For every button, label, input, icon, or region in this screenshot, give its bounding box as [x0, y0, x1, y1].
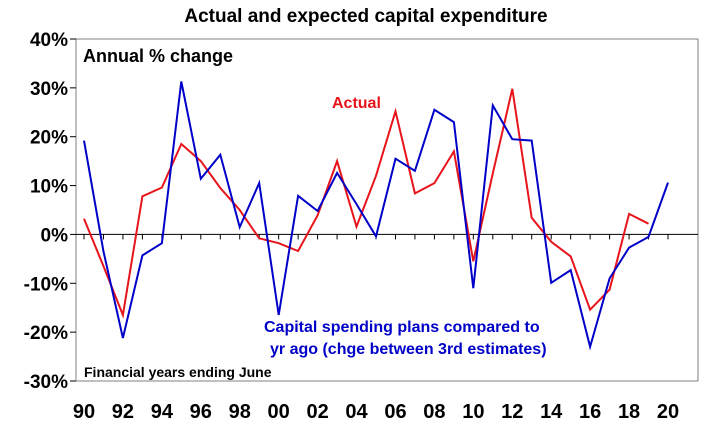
x-tick-label: 10	[462, 401, 484, 423]
x-tick-label: 06	[384, 401, 406, 423]
x-tick-label: 02	[306, 401, 328, 423]
x-tick-label: 14	[540, 401, 563, 423]
series-label-plans-line-2: yr ago (chge between 3rd estimates)	[270, 341, 547, 358]
plot-frame	[75, 38, 699, 382]
series-layer	[83, 81, 669, 351]
x-tick-label: 08	[423, 401, 445, 423]
y-tick-label: -20%	[24, 323, 68, 344]
series-line-plans	[83, 81, 669, 351]
x-axis-label: Financial years ending June	[84, 364, 272, 380]
y-tick-label: 20%	[30, 128, 68, 149]
x-tick-label: 96	[190, 401, 212, 423]
chart-title: Actual and expected capital expenditure	[184, 6, 547, 27]
series-label-actual: Actual	[332, 95, 381, 112]
x-axis-ticks: 90 92 94 96 98 00 02 04 06 08 10 12 14 16 18 20	[73, 234, 679, 423]
y-axis-ticks: -30% -20% -10% 0% 10% 20% 30% 40%	[24, 30, 76, 393]
x-tick-label: 16	[579, 401, 601, 423]
x-tick-label: 20	[657, 401, 679, 423]
y-tick-label: 30%	[30, 79, 68, 100]
x-tick-label: 18	[618, 401, 640, 423]
series-line-actual	[83, 88, 649, 319]
x-tick-label: 04	[345, 401, 368, 423]
x-tick-label: 94	[151, 401, 174, 423]
y-tick-label: -30%	[24, 372, 68, 393]
y-tick-label: 0%	[41, 225, 69, 246]
y-tick-label: 10%	[30, 177, 68, 198]
chart-subtitle: Annual % change	[83, 46, 233, 66]
x-tick-label: 98	[229, 401, 251, 423]
y-tick-label: -10%	[24, 274, 68, 295]
x-tick-label: 12	[501, 401, 523, 423]
x-tick-label: 92	[112, 401, 134, 423]
x-tick-label: 00	[268, 401, 290, 423]
x-tick-label: 90	[73, 401, 95, 423]
y-tick-label: 40%	[30, 30, 68, 51]
series-label-plans-line-1: Capital spending plans compared to	[264, 319, 540, 336]
